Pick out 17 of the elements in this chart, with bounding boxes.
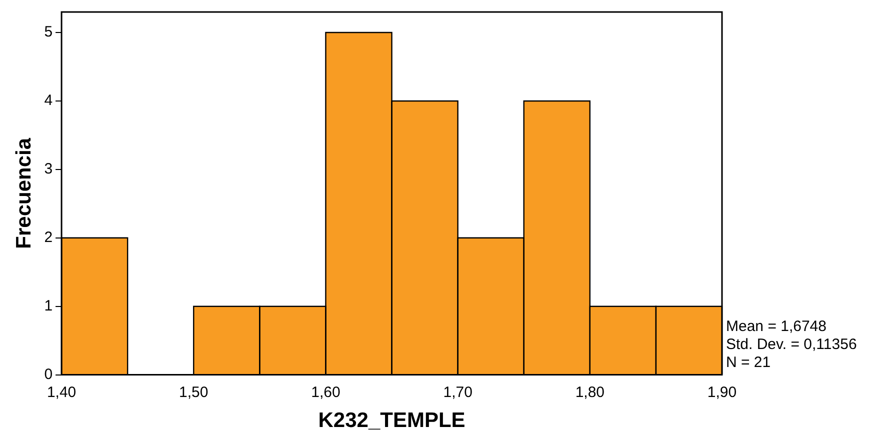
- x-tick-label: 1,90: [707, 384, 737, 401]
- x-tick-label: 1,50: [179, 384, 208, 401]
- x-tick-label: 1,60: [311, 384, 340, 401]
- y-tick-label: 0: [44, 366, 53, 383]
- text: Std. Dev. = 0,11356: [726, 336, 857, 353]
- y-axis-title: Frecuencia: [12, 138, 36, 249]
- x-tick-label: 1,40: [46, 384, 76, 401]
- y-tick-label: 5: [44, 24, 53, 41]
- y-tick-label: 1: [44, 297, 53, 314]
- x-tick-label: 1,80: [575, 384, 605, 401]
- text: Mean = 1,6748: [726, 318, 826, 335]
- x-axis-title: K232_TEMPLE: [318, 409, 466, 432]
- x-tick-label: 1,70: [443, 384, 472, 401]
- y-tick-label: 2: [44, 229, 53, 246]
- y-tick-label: 3: [44, 160, 53, 178]
- y-tick-label: 4: [44, 92, 53, 110]
- text: N = 21: [726, 354, 771, 371]
